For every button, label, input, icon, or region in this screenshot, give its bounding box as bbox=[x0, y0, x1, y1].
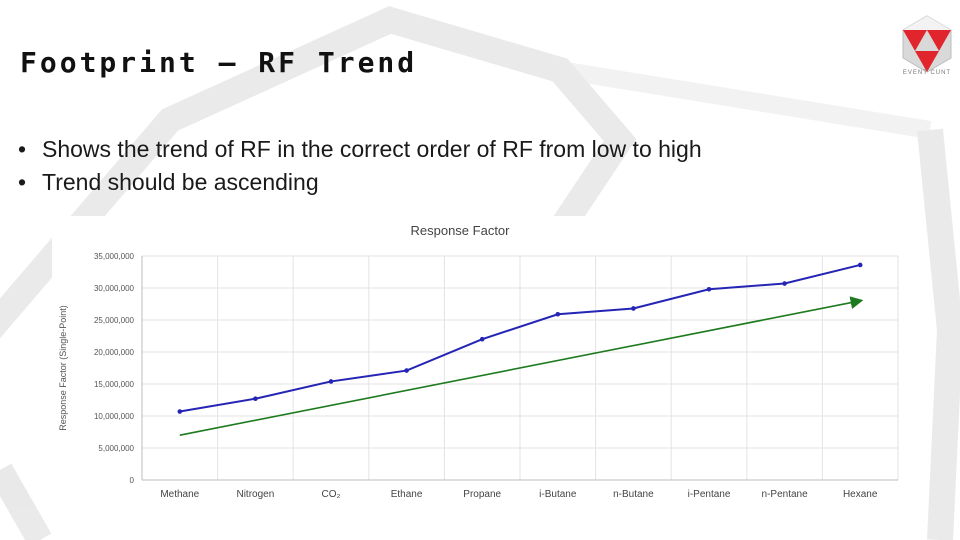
chart-panel: Response Factor Response Factor (Single-P… bbox=[52, 216, 908, 510]
x-tick-label: i-Butane bbox=[539, 489, 577, 500]
x-tick-label: Hexane bbox=[843, 489, 878, 500]
x-tick-label: n-Butane bbox=[613, 489, 654, 500]
y-tick-label: 15,000,000 bbox=[94, 380, 135, 389]
x-tick-label: Propane bbox=[463, 489, 501, 500]
data-point bbox=[177, 409, 183, 414]
company-logo bbox=[902, 15, 952, 73]
data-point bbox=[782, 281, 787, 286]
bullet-item: • Shows the trend of RF in the correct or… bbox=[18, 136, 702, 163]
data-point bbox=[857, 262, 863, 268]
logo-text: EVENT CUNT bbox=[902, 70, 952, 76]
y-tick-label: 25,000,000 bbox=[94, 316, 135, 325]
y-tick-label: 30,000,000 bbox=[94, 284, 135, 293]
bullet-text: Trend should be ascending bbox=[42, 169, 319, 195]
y-tick-label: 35,000,000 bbox=[94, 252, 135, 261]
x-tick-label: Methane bbox=[160, 489, 199, 500]
x-tick-label: Ethane bbox=[391, 489, 423, 500]
bullet-text: Shows the trend of RF in the correct ord… bbox=[42, 136, 702, 162]
data-point bbox=[253, 396, 258, 402]
y-tick-label: 0 bbox=[130, 476, 135, 485]
chart-title: Response Factor bbox=[411, 223, 511, 238]
y-tick-label: 5,000,000 bbox=[98, 444, 134, 453]
data-point bbox=[555, 311, 561, 317]
x-tick-label: Nitrogen bbox=[236, 489, 274, 500]
bullet-dot: • bbox=[18, 136, 27, 162]
x-tick-label: i-Pentane bbox=[688, 489, 731, 500]
data-point bbox=[404, 368, 409, 373]
data-point bbox=[328, 379, 334, 384]
x-tick-label: n-Pentane bbox=[762, 489, 809, 500]
y-tick-label: 10,000,000 bbox=[94, 412, 135, 421]
bullet-dot: • bbox=[18, 169, 27, 195]
bullet-list: • Shows the trend of RF in the correct or… bbox=[18, 136, 702, 202]
data-point bbox=[706, 286, 712, 292]
y-tick-label: 20,000,000 bbox=[94, 348, 135, 357]
y-axis-label: Response Factor (Single-Point) bbox=[58, 305, 68, 431]
bullet-item: • Trend should be ascending bbox=[18, 169, 702, 196]
series-line bbox=[179, 263, 861, 413]
data-point bbox=[479, 336, 485, 342]
response-factor-chart: Response Factor Response Factor (Single-P… bbox=[58, 223, 899, 500]
slide-title: Footprint – RF Trend bbox=[20, 46, 418, 79]
data-point bbox=[631, 306, 636, 311]
x-tick-label: CO₂ bbox=[322, 489, 341, 500]
trend-arrow bbox=[179, 296, 864, 436]
